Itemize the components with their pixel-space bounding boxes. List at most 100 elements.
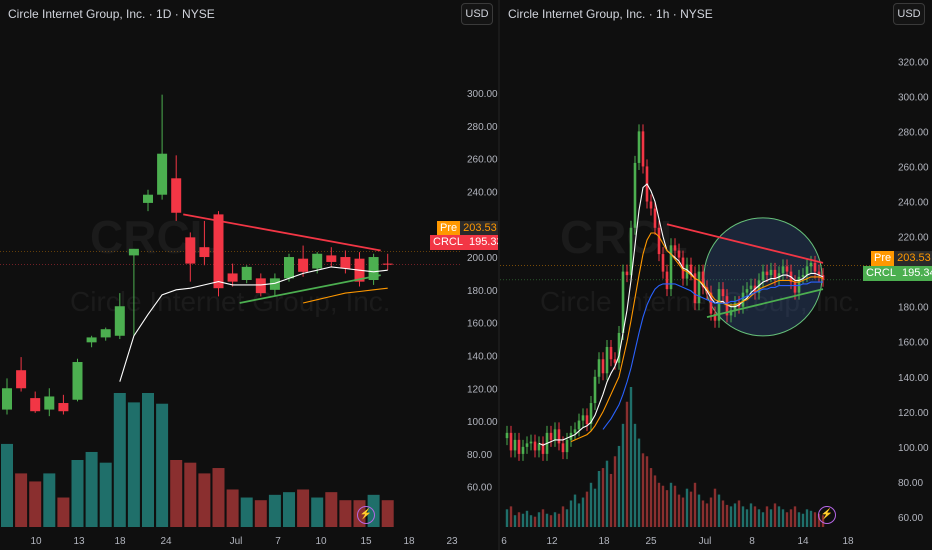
candle-body	[227, 273, 238, 282]
candle-body	[505, 432, 509, 439]
candle-body	[817, 271, 821, 276]
candle-body	[717, 289, 721, 321]
volume-bar	[1, 443, 13, 527]
currency-button[interactable]: USD	[461, 3, 493, 25]
candle-body	[693, 273, 697, 304]
chart-panel-hourly[interactable]: CRCL Circle Internet Group, Inc. 60.0080…	[500, 0, 932, 550]
volume-bar	[629, 387, 633, 527]
candle-body	[561, 443, 565, 453]
x-tick-label: 12	[546, 536, 558, 547]
y-tick-label: 240.00	[467, 187, 498, 198]
candle-body	[669, 245, 673, 290]
volume-bar	[733, 503, 737, 527]
volume-bar	[613, 456, 617, 527]
candle-body	[777, 273, 781, 279]
volume-bar	[701, 500, 705, 527]
volume-bar	[661, 485, 665, 527]
volume-bar	[240, 497, 253, 527]
lightning-icon[interactable]: ⚡	[357, 506, 375, 524]
y-tick-label: 300.00	[467, 89, 498, 100]
volume-bar	[99, 462, 112, 527]
moving-average-orange	[570, 232, 824, 443]
candle-body	[255, 278, 266, 294]
candle-body	[541, 443, 545, 454]
currency-button[interactable]: USD	[893, 3, 925, 25]
lightning-icon[interactable]: ⚡	[818, 506, 836, 524]
x-tick-label: 15	[360, 536, 372, 547]
candle-body	[517, 439, 521, 454]
daily-chart-canvas[interactable]: 60.00 80.00 100.00 120.00 140.00 160.00 180.00…	[0, 0, 498, 550]
pre-price-badge: Pre 203.53	[437, 221, 498, 236]
moving-average-white	[119, 266, 388, 382]
candle-body	[781, 266, 785, 274]
volume-bar	[769, 509, 773, 527]
panel-divider[interactable]	[498, 0, 500, 550]
symbol-label: CRCL	[863, 266, 899, 281]
candle-body	[729, 310, 733, 316]
y-tick-label: 140.00	[467, 351, 498, 362]
volume-bar	[212, 468, 225, 527]
y-tick-label: 160.00	[898, 338, 929, 349]
x-tick-label: Jul	[230, 536, 243, 547]
volume-bar	[669, 482, 673, 527]
candle-body	[382, 263, 393, 265]
volume-bar	[677, 494, 681, 527]
volume-bar	[533, 516, 537, 527]
volume-bar	[585, 491, 589, 527]
chart-panel-daily[interactable]: CRCL Circle Internet Group, Inc. 60.00 80…	[0, 0, 498, 550]
volume-bar	[268, 494, 281, 527]
hourly-chart-canvas[interactable]: 60.00 80.00 100.00 120.00 140.00 160.00 180.00…	[500, 0, 932, 550]
candle-body	[761, 271, 765, 281]
volume-bar	[689, 491, 693, 527]
volume-bar	[569, 500, 573, 527]
volume-bar	[597, 471, 601, 527]
volume-bar	[729, 506, 733, 527]
volume-bar	[593, 488, 597, 527]
candle-body	[805, 266, 809, 276]
candle-body	[605, 346, 609, 374]
pre-value: 203.53	[460, 221, 498, 236]
volume-bar	[749, 503, 753, 527]
candle-body	[241, 266, 252, 280]
volume-bar	[705, 503, 709, 527]
candle-body	[521, 446, 525, 454]
candle-body	[673, 245, 677, 251]
candle-body	[549, 432, 553, 440]
volume-bar	[15, 473, 28, 527]
y-tick-label: 80.00	[467, 450, 492, 461]
volume-bar	[637, 438, 641, 527]
candle-body	[601, 359, 605, 374]
candle-body	[577, 420, 581, 430]
candle-body	[199, 247, 210, 258]
candle-body	[641, 131, 645, 167]
candle-body	[813, 262, 817, 272]
y-tick-label: 240.00	[898, 197, 929, 208]
volume-bar	[254, 500, 267, 527]
volume-bar	[311, 497, 324, 527]
candle-body	[801, 275, 805, 277]
symbol-label: CRCL	[430, 235, 466, 250]
candle-body	[609, 346, 613, 360]
volume-bar	[184, 462, 197, 527]
candle-body	[557, 429, 561, 444]
volume-bar	[697, 494, 701, 527]
y-tick-label: 280.00	[898, 127, 929, 138]
candle-body	[171, 178, 182, 213]
chart-title: Circle Internet Group, Inc. · 1D · NYSE	[8, 7, 215, 21]
symbol-watermark: CRCL	[90, 211, 218, 263]
volume-bar	[745, 509, 749, 527]
y-tick-label: 60.00	[467, 483, 492, 494]
candle-body	[633, 162, 637, 228]
volume-bar	[809, 510, 813, 527]
trendline-red	[183, 213, 381, 252]
candle-body	[785, 266, 789, 272]
candle-body	[269, 278, 280, 290]
volume-bar	[297, 489, 310, 527]
volume-bar	[653, 475, 657, 527]
volume-bar	[513, 515, 517, 527]
volume-bar	[617, 445, 621, 527]
volume-bar	[709, 497, 713, 527]
volume-bar	[505, 509, 509, 527]
pre-value: 203.53	[894, 251, 932, 266]
